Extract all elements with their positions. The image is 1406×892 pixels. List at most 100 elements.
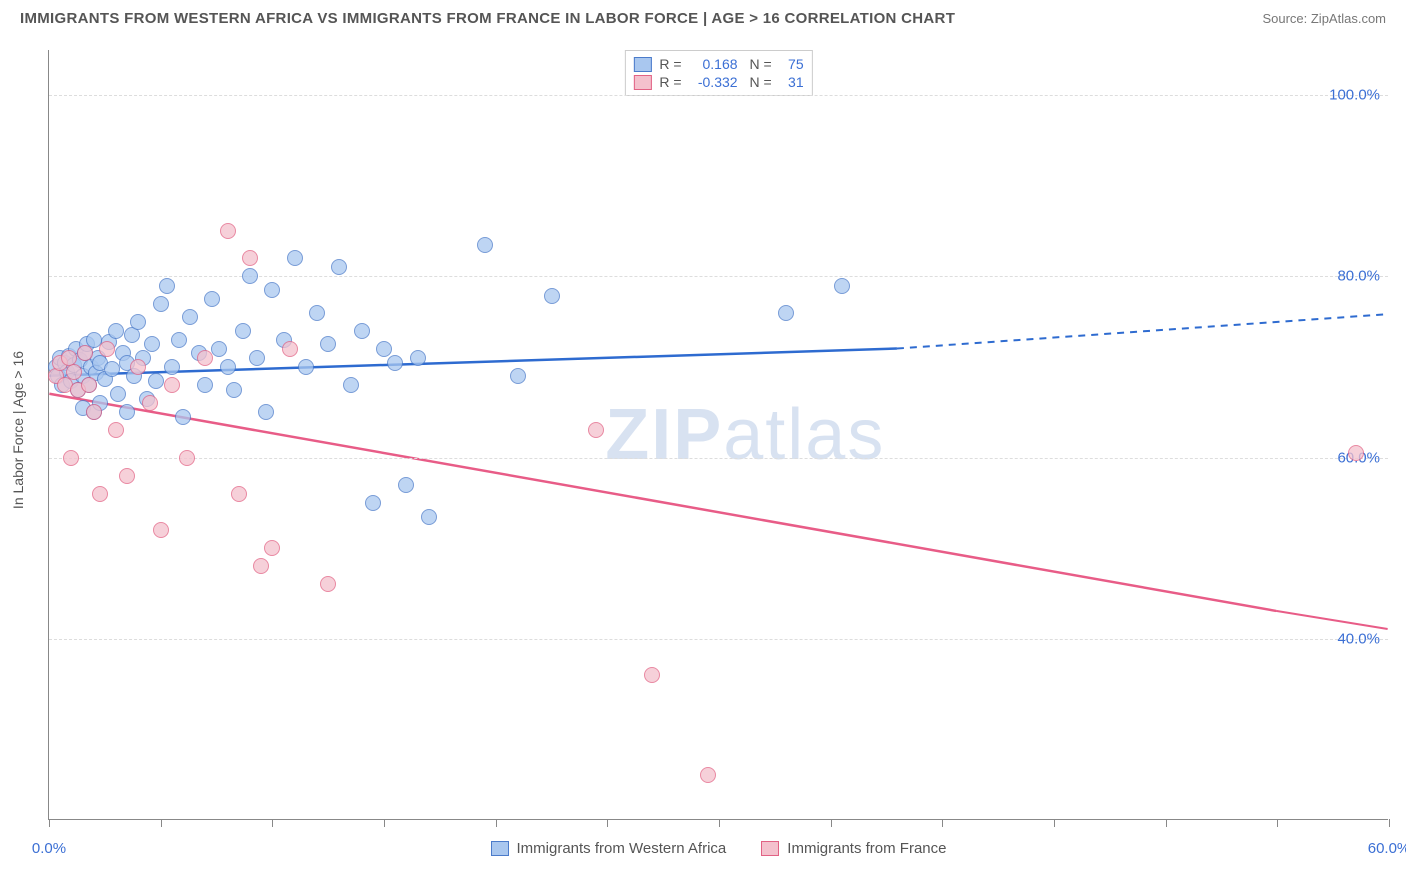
xtick [272, 819, 273, 827]
y-axis-label: In Labor Force | Age > 16 [10, 351, 26, 509]
data-point-wa [130, 314, 146, 330]
data-point-fr [253, 558, 269, 574]
stat-r-label: R = [659, 74, 681, 90]
data-point-wa [834, 278, 850, 294]
data-point-wa [235, 323, 251, 339]
xtick [1277, 819, 1278, 827]
data-point-fr [282, 341, 298, 357]
xtick [1389, 819, 1390, 827]
data-point-wa [211, 341, 227, 357]
data-point-wa [182, 309, 198, 325]
data-point-fr [77, 345, 93, 361]
data-point-fr [264, 540, 280, 556]
data-point-fr [108, 422, 124, 438]
data-point-wa [175, 409, 191, 425]
data-point-wa [298, 359, 314, 375]
data-point-fr [63, 450, 79, 466]
swatch-fr [633, 75, 651, 90]
trend-lines [49, 50, 1388, 819]
swatch-wa [633, 57, 651, 72]
xtick [607, 819, 608, 827]
data-point-wa [354, 323, 370, 339]
data-point-wa [544, 288, 560, 304]
xtick [49, 819, 50, 827]
stats-row-fr: R = -0.332 N = 31 [633, 73, 803, 91]
stats-row-wa: R = 0.168 N = 75 [633, 55, 803, 73]
data-point-wa [110, 386, 126, 402]
gridline [49, 458, 1388, 459]
legend-item-fr: Immigrants from France [761, 840, 946, 857]
data-point-wa [249, 350, 265, 366]
data-point-wa [171, 332, 187, 348]
data-point-fr [92, 486, 108, 502]
data-point-wa [264, 282, 280, 298]
data-point-wa [343, 377, 359, 393]
data-point-fr [700, 767, 716, 783]
data-point-wa [287, 250, 303, 266]
data-point-fr [242, 250, 258, 266]
data-point-wa [331, 259, 347, 275]
data-point-fr [86, 404, 102, 420]
stat-n-label: N = [746, 56, 772, 72]
data-point-wa [410, 350, 426, 366]
xtick-label: 0.0% [32, 840, 66, 857]
xtick [719, 819, 720, 827]
data-point-wa [258, 404, 274, 420]
gridline [49, 95, 1388, 96]
data-point-fr [197, 350, 213, 366]
plot-area: ZIPatlas R =0.168 N =75R =-0.332 N =31 I… [48, 50, 1388, 820]
ytick-label: 80.0% [1337, 268, 1380, 285]
data-point-wa [226, 382, 242, 398]
chart-title: IMMIGRANTS FROM WESTERN AFRICA VS IMMIGR… [20, 10, 955, 27]
data-point-fr [164, 377, 180, 393]
source-label: Source: ZipAtlas.com [1262, 11, 1386, 26]
stat-n-label: N = [746, 74, 772, 90]
stat-r-value: 0.168 [690, 56, 738, 72]
data-point-fr [119, 468, 135, 484]
data-point-wa [242, 268, 258, 284]
data-point-wa [197, 377, 213, 393]
data-point-wa [778, 305, 794, 321]
xtick [1166, 819, 1167, 827]
data-point-fr [179, 450, 195, 466]
data-point-wa [153, 296, 169, 312]
stats-legend: R = 0.168 N = 75 R = -0.332 N = 31 [624, 50, 812, 96]
stat-r-label: R = [659, 56, 681, 72]
stat-n-value: 31 [780, 74, 804, 90]
data-point-fr [66, 364, 82, 380]
xtick [831, 819, 832, 827]
data-point-fr [644, 667, 660, 683]
ytick-label: 100.0% [1329, 87, 1380, 104]
data-point-wa [320, 336, 336, 352]
data-point-fr [220, 223, 236, 239]
data-point-fr [320, 576, 336, 592]
data-point-fr [231, 486, 247, 502]
data-point-wa [220, 359, 236, 375]
data-point-wa [148, 373, 164, 389]
stat-n-value: 75 [780, 56, 804, 72]
legend-swatch-fr [761, 841, 779, 856]
data-point-fr [81, 377, 97, 393]
xtick-label: 60.0% [1368, 840, 1406, 857]
xtick [384, 819, 385, 827]
ytick-label: 40.0% [1337, 630, 1380, 647]
data-point-wa [159, 278, 175, 294]
legend-item-wa: Immigrants from Western Africa [491, 840, 727, 857]
data-point-wa [309, 305, 325, 321]
series-legend: Immigrants from Western Africa Immigrants… [49, 840, 1388, 857]
data-point-fr [142, 395, 158, 411]
stat-r-value: -0.332 [690, 74, 738, 90]
legend-label: Immigrants from France [787, 840, 946, 857]
xtick [1054, 819, 1055, 827]
data-point-wa [204, 291, 220, 307]
data-point-fr [99, 341, 115, 357]
xtick [942, 819, 943, 827]
data-point-fr [1348, 445, 1364, 461]
data-point-wa [510, 368, 526, 384]
data-point-wa [421, 509, 437, 525]
data-point-wa [398, 477, 414, 493]
data-point-wa [387, 355, 403, 371]
gridline [49, 639, 1388, 640]
legend-label: Immigrants from Western Africa [517, 840, 727, 857]
data-point-wa [104, 361, 120, 377]
